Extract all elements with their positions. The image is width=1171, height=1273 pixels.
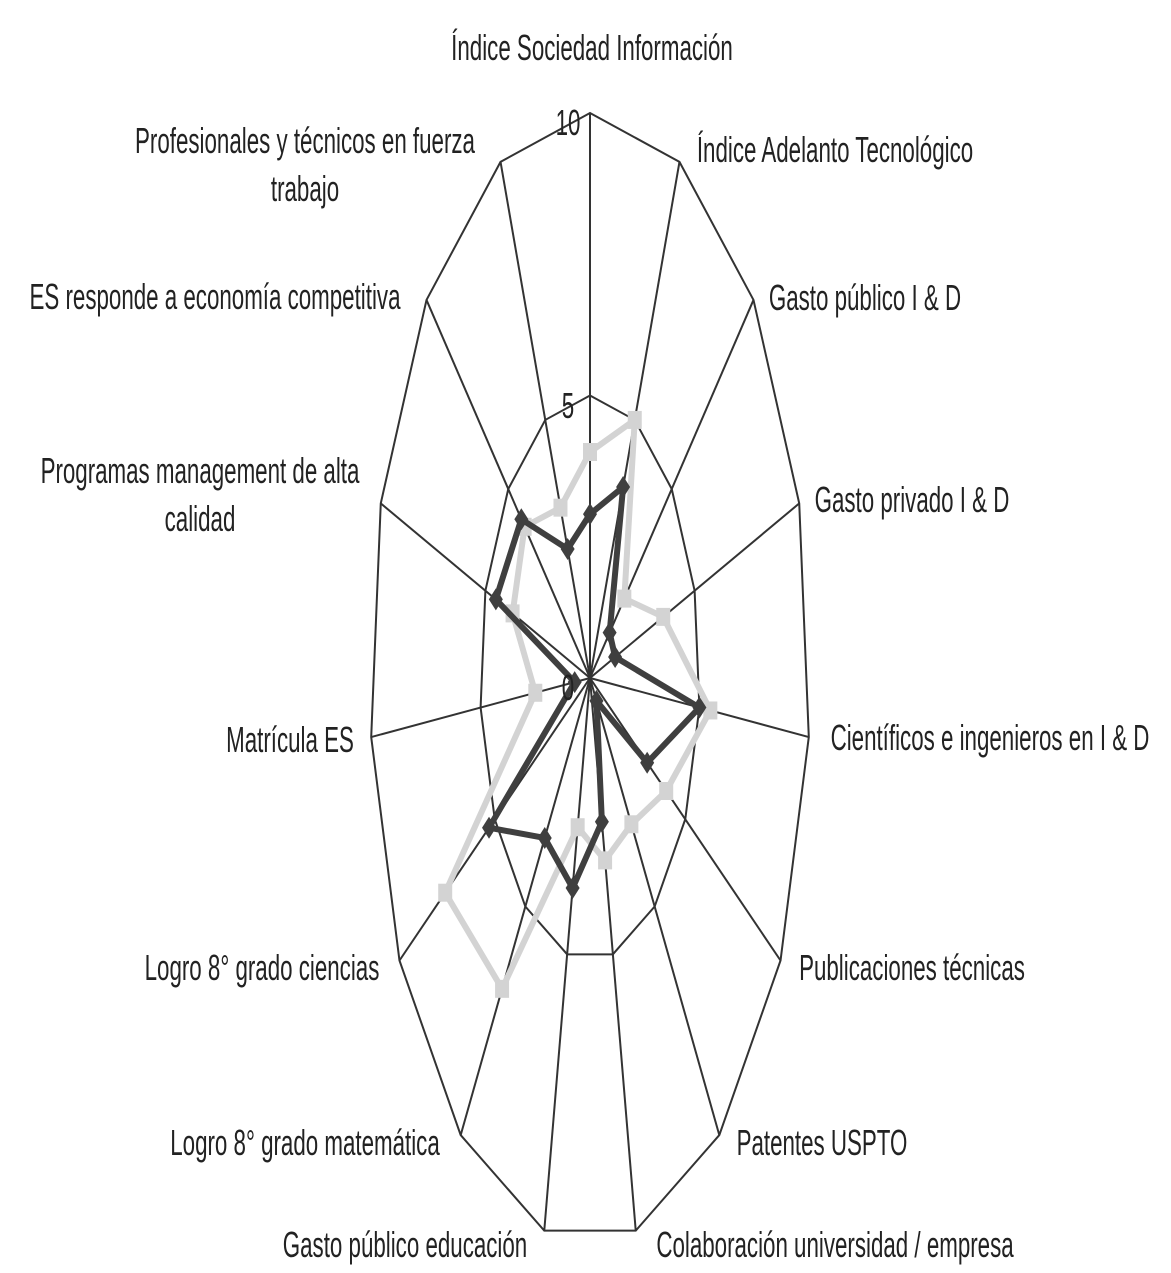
spoke: [589, 677, 782, 962]
spoke: [589, 677, 721, 1136]
category-label: Gasto público I & D: [768, 277, 962, 318]
marker: [528, 683, 543, 702]
category-label: Profesionales y técnicos en fuerza traba…: [135, 120, 475, 209]
marker: [488, 588, 503, 611]
marker: [583, 503, 597, 526]
marker: [583, 443, 597, 461]
marker: [627, 410, 642, 429]
category-label: Logro 8° grado matemática: [170, 1122, 440, 1163]
marker: [570, 818, 585, 837]
marker: [438, 883, 453, 902]
category-label: Índice Sociedad Información: [451, 27, 733, 68]
marker: [624, 815, 639, 834]
grid-ring: [370, 111, 810, 1232]
marker: [598, 851, 613, 870]
series-line: [486, 484, 703, 892]
category-label: Científicos e ingenieros en I & D: [830, 717, 1150, 758]
spoke: [589, 299, 755, 679]
tick-label: 0: [561, 667, 575, 708]
category-label: Programas management de alta calidad: [40, 450, 360, 539]
marker: [617, 589, 632, 608]
spoke: [370, 677, 591, 739]
grid-ring: [479, 394, 701, 956]
series-line: [442, 416, 714, 992]
category-label: Gasto privado I & D: [814, 479, 1010, 520]
spoke: [543, 677, 591, 1231]
marker: [560, 537, 575, 560]
marker: [537, 826, 552, 849]
category-label: Logro 8° grado ciencias: [144, 947, 380, 988]
marker: [567, 671, 582, 694]
marker: [640, 751, 655, 774]
category-label: Colaboración universidad / empresa: [656, 1224, 1014, 1265]
category-label: Gasto público educación: [282, 1224, 528, 1265]
marker: [659, 782, 674, 800]
spoke: [499, 161, 591, 679]
category-label: Matrícula ES: [226, 719, 354, 760]
marker: [514, 508, 529, 531]
marker: [482, 816, 497, 839]
spoke: [425, 299, 591, 679]
marker: [495, 979, 510, 998]
marker: [703, 701, 718, 720]
category-label: ES responde a economía competitiva: [29, 276, 401, 317]
marker: [602, 621, 617, 644]
marker: [656, 607, 671, 626]
spoke: [380, 502, 591, 679]
category-label: Índice Adelanto Tecnológico: [696, 129, 974, 170]
tick-label: 10: [555, 102, 581, 143]
category-label: Publicaciones técnicas: [799, 947, 1025, 988]
category-label: Patentes USPTO: [736, 1122, 908, 1163]
marker: [589, 689, 604, 712]
marker: [565, 877, 580, 900]
marker: [608, 646, 623, 669]
marker: [692, 696, 707, 719]
spoke: [589, 502, 800, 679]
spoke: [459, 677, 591, 1136]
tick-label: 5: [561, 384, 575, 426]
marker: [553, 498, 568, 517]
marker: [594, 810, 609, 833]
marker: [616, 476, 631, 499]
